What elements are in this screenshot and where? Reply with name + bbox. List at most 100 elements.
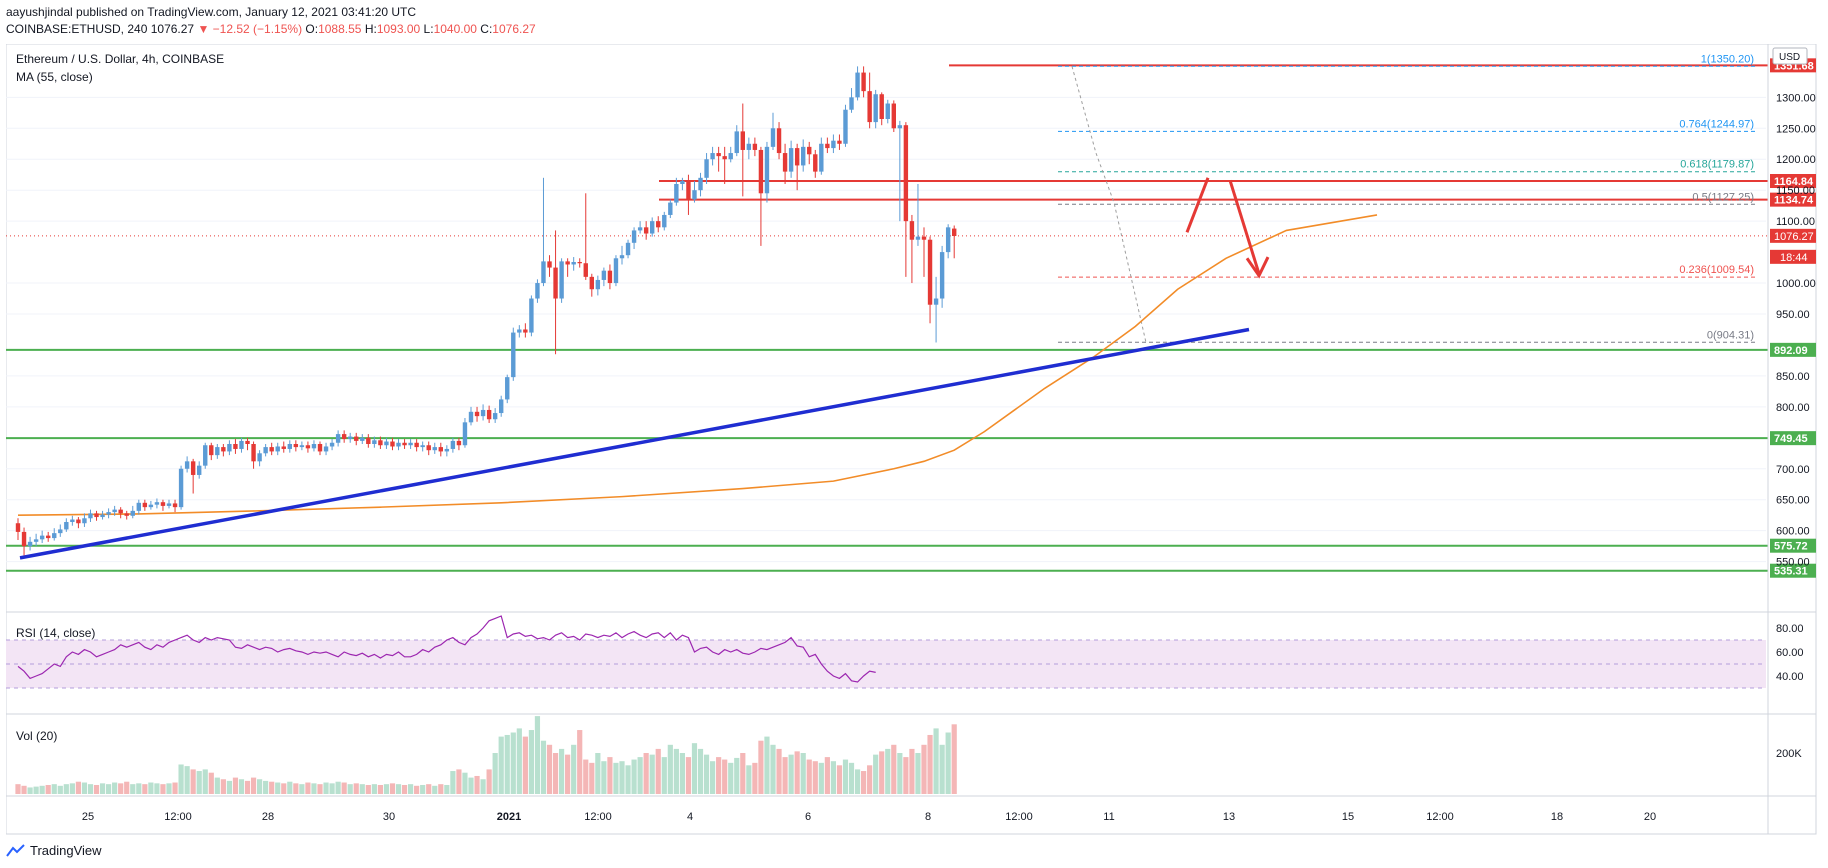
volume-bar [238,779,245,794]
candle-body [831,140,836,149]
volume-bar [691,743,698,794]
volume-bar [112,782,118,794]
volume-bar [583,759,589,794]
volume-tick-label: 200K [1776,748,1802,760]
tradingview-logo-icon [6,843,25,857]
candle-body [233,444,238,449]
volume-bar [383,784,390,794]
fib-label: 0.236(1009.54) [1679,264,1754,276]
candle-body [142,502,148,508]
candle-body [686,180,691,200]
time-tick-label: 12:00 [1426,811,1454,823]
volume-bar [305,782,311,794]
candle-body [420,445,425,448]
fib-label: 1(1350.20) [1701,53,1754,65]
candle-body [52,533,57,539]
volume-bar [353,783,359,794]
candle-body [571,262,576,265]
time-tick-label: 13 [1223,811,1235,823]
footer-brand[interactable]: TradingView [6,843,102,858]
time-tick-label: 8 [925,811,931,823]
candle-body [329,442,335,447]
level-price-box [1770,174,1816,189]
candle-body [559,261,564,299]
time-tick-label: 15 [1342,811,1354,823]
volume-bar [450,771,456,794]
countdown-box [1770,249,1816,264]
candle-body [782,153,788,172]
candle-body [680,180,685,184]
ma-55-line [17,214,1378,516]
volume-bar [873,754,879,794]
volume-bar [250,777,257,794]
volume-bar [679,753,685,794]
time-tick-label: 20 [1644,811,1656,823]
candle-body [311,444,317,449]
volume-bar [619,761,625,794]
candle-body [39,535,45,540]
ma-title: MA (55, close) [16,70,93,84]
volume-bar [728,762,734,794]
volume-bar [830,761,836,794]
candle-body [631,230,637,243]
close-value: 1076.27 [492,22,536,36]
candle-body [565,261,570,265]
candle-body [209,445,214,456]
volume-bar [613,762,619,794]
level-price-box [1770,192,1816,207]
candle-body [861,72,866,92]
fib-trend-line [1071,66,1147,343]
volume-bar [190,769,196,794]
volume-bar [734,757,740,794]
volume-bar [244,780,251,794]
volume-bar [359,784,365,794]
fib-label: 0.618(1179.87) [1680,159,1754,171]
currency-badge [1772,47,1808,65]
volume-bar [365,784,371,794]
volume-bar [667,744,673,794]
candle-body [801,146,806,166]
candle-body [215,447,220,456]
current-price-box [1770,228,1816,243]
volume-bar [842,759,849,794]
candle-body [837,140,842,144]
candle-body [752,143,758,150]
volume-bar [214,777,220,794]
time-tick-label: 2021 [497,811,521,823]
last-price: 1076.27 [150,22,195,36]
level-price-label: 575.72 [1774,541,1808,553]
price-tick-label: 1250.00 [1776,123,1816,135]
publish-info: aayushjindal published on TradingView.co… [6,5,416,19]
volume-bar [99,783,106,794]
candle-body [426,445,431,451]
footer-brand-text: TradingView [30,843,102,858]
candle-body [855,72,860,98]
volume-bar [426,784,432,794]
price-tick-label: 700.00 [1776,464,1810,476]
price-chart[interactable]: 1351.681164.841134.74892.09749.45575.725… [6,44,1820,836]
price-tick-label: 950.00 [1776,309,1810,321]
volume-bar [607,757,613,794]
candle-body [692,190,697,200]
publish-info-text: aayushjindal published on TradingView.co… [6,5,417,19]
high-value: 1093.00 [376,22,421,36]
candle-body [46,535,51,539]
candle-body [245,440,250,444]
volume-bar [794,751,800,794]
candle-body [577,262,582,264]
candle-body [88,513,93,519]
volume-bar [595,753,601,794]
volume-bar [420,784,426,794]
candle-body [384,441,389,446]
volume-bar [275,782,281,794]
candle-body [523,329,528,333]
volume-bar [637,757,643,794]
candle-body [891,103,896,129]
volume-bar [559,748,565,794]
volume-bar [758,740,764,794]
volume-bar [371,784,377,794]
volume-bar [408,784,414,794]
candle-body [643,227,649,234]
time-tick-label: 12:00 [584,811,612,823]
candle-body [547,261,552,268]
